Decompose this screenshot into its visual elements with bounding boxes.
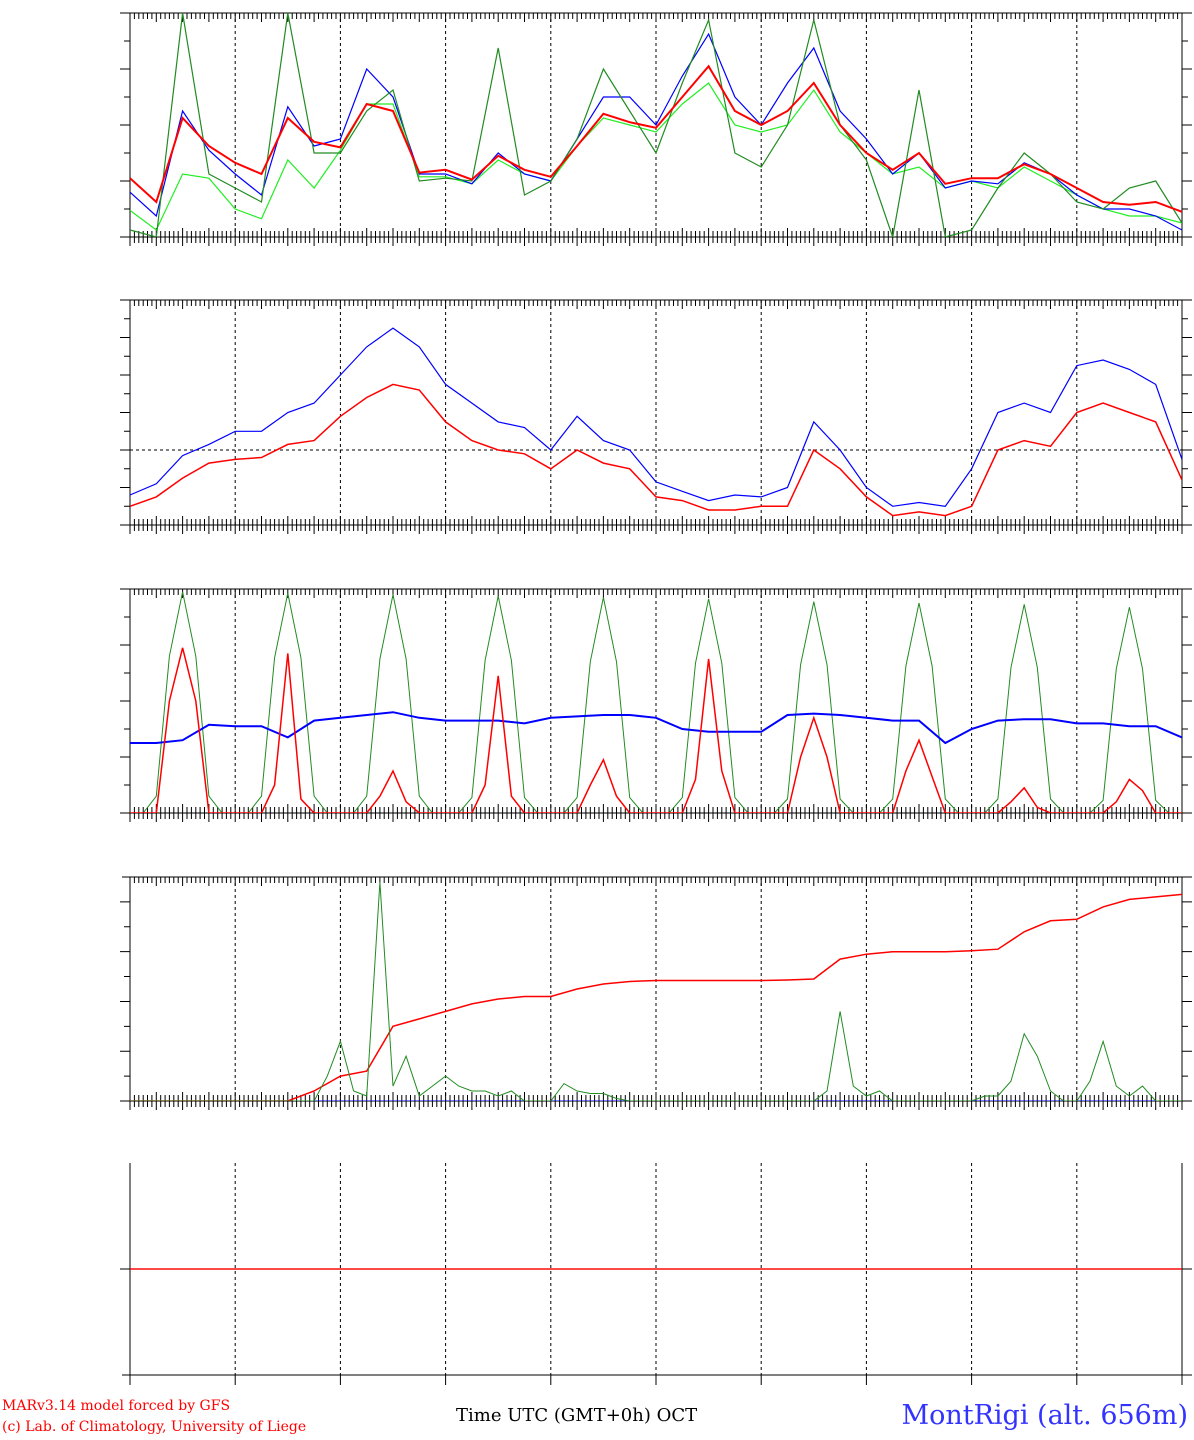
series-line-wind-gust: [130, 327, 1182, 507]
axis-ticks: [120, 1268, 1192, 1385]
series-line-wind-speed: [130, 383, 1182, 517]
panel-3: [120, 588, 1192, 822]
axis-ticks: [120, 299, 1192, 534]
time-axis-label: Time UTC (GMT+0h) OCT: [456, 1405, 698, 1426]
series-line-vigne-temp: [130, 13, 1182, 237]
series-line-temperature: [130, 64, 1182, 213]
panel-4: [120, 876, 1192, 1110]
station-label: MontRigi (alt. 656m): [901, 1400, 1188, 1431]
series-line-dewpoint-temp: [130, 82, 1182, 231]
series-line-liquid-precip-mm-h-: [130, 881, 1182, 1101]
series-line-total-cumulated-cm-: [130, 893, 1182, 1101]
panel-1: [120, 12, 1192, 246]
panel-5: [120, 1163, 1192, 1385]
axis-ticks: [120, 12, 1192, 246]
series-line-solar: [130, 647, 1182, 813]
axis-ticks: [120, 588, 1192, 822]
panel-2: [120, 299, 1192, 534]
series-line-infrared: [130, 711, 1182, 745]
model-note: MARv3.14 model forced by GFS: [2, 1398, 231, 1414]
credit-note: (c) Lab. of Climatology, University of L…: [2, 1419, 307, 1435]
series-line-top-of-atmosphere-solar-: [130, 591, 1182, 813]
